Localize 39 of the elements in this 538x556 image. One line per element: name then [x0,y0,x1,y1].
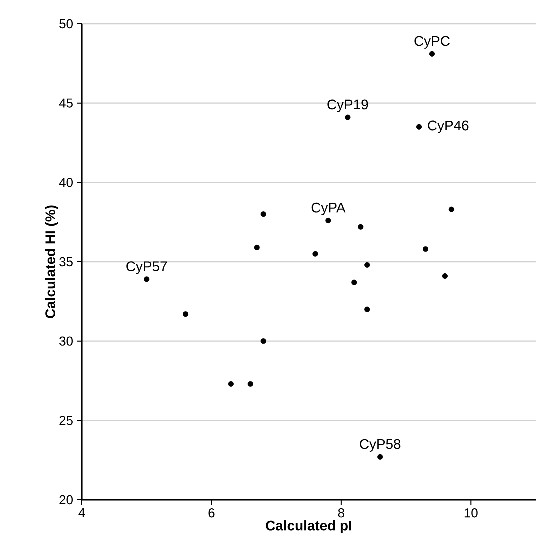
y-tick-label: 45 [59,98,73,108]
annotation: CyP19 [328,100,368,112]
x-tick-label: 8 [338,508,344,518]
point [345,114,351,120]
point [416,124,422,130]
point [312,251,318,257]
annotation: CyP46 [428,120,469,134]
point [358,224,364,230]
annotation: CyP58 [360,439,401,452]
x-tick-label: 10 [464,508,478,518]
y-tick-label: 50 [60,19,73,29]
x-tick-label: 4 [78,508,86,518]
point [429,51,436,57]
y-tick-label: 30 [60,336,73,346]
annotation: CyPC [414,36,450,49]
point [422,246,429,252]
y-tick-label: 20 [60,495,73,505]
y-axis-title: Calculated HI (%) [45,206,58,318]
point [254,244,260,251]
point [448,206,454,212]
point [182,312,189,318]
x-axis-title: Calculated pI [266,520,352,534]
y-tick-label: 40 [59,178,73,188]
point [326,218,332,224]
x-tick-label: 6 [208,508,215,518]
point [144,276,150,282]
y-tick-label: 25 [60,416,73,426]
point [260,212,266,218]
annotation: CyPA [312,202,346,216]
point [248,381,254,387]
point [228,381,234,387]
point [378,454,384,460]
point [442,273,448,280]
point [364,262,370,268]
point [364,306,370,312]
point [352,280,358,286]
y-tick-label: 35 [60,257,73,267]
point [260,338,266,344]
annotation: CyP57 [126,262,168,274]
